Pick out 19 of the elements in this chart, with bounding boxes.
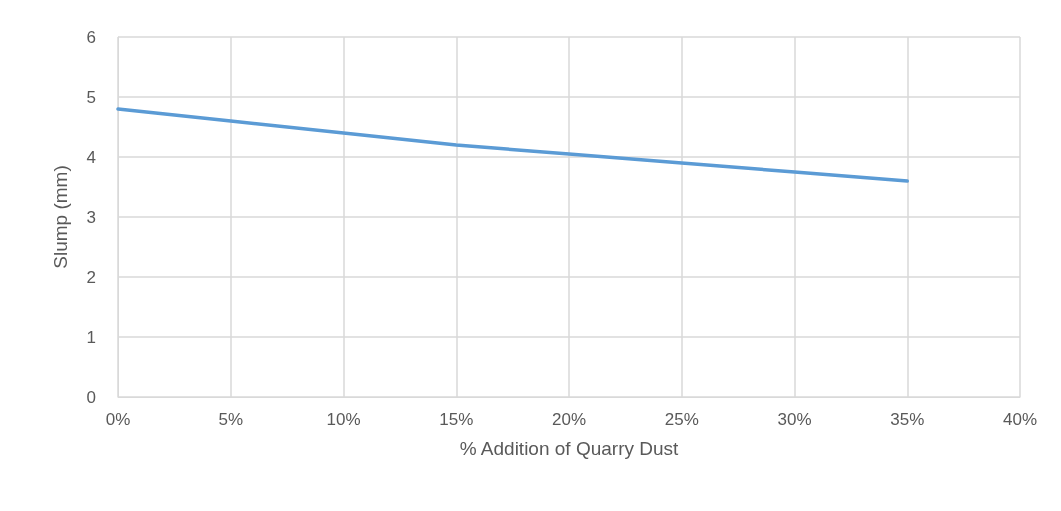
- y-tick-label: 3: [86, 207, 96, 227]
- x-tick-label: 20%: [551, 410, 587, 429]
- x-tick-label: 30%: [777, 410, 812, 429]
- y-tick-label: 4: [86, 147, 96, 167]
- y-tick-label: 0: [86, 387, 96, 407]
- y-tick-label: 1: [86, 327, 96, 347]
- y-tick-label: 6: [86, 27, 96, 47]
- x-tick-label: 25%: [664, 410, 699, 429]
- x-tick-label: 5%: [218, 410, 244, 429]
- y-axis-title: Slump (mm): [50, 165, 71, 269]
- x-tick-label: 35%: [890, 410, 925, 429]
- line-series: [116, 107, 909, 183]
- x-axis-title: % Addition of Quarry Dust: [459, 438, 680, 459]
- x-tick-label: 40%: [1002, 410, 1038, 429]
- x-tick-label: 15%: [439, 410, 474, 429]
- x-tick-label: 0%: [105, 410, 131, 429]
- x-tick-label: 10%: [326, 410, 361, 429]
- y-tick-label: 2: [86, 267, 96, 287]
- y-tick-label: 5: [86, 87, 96, 107]
